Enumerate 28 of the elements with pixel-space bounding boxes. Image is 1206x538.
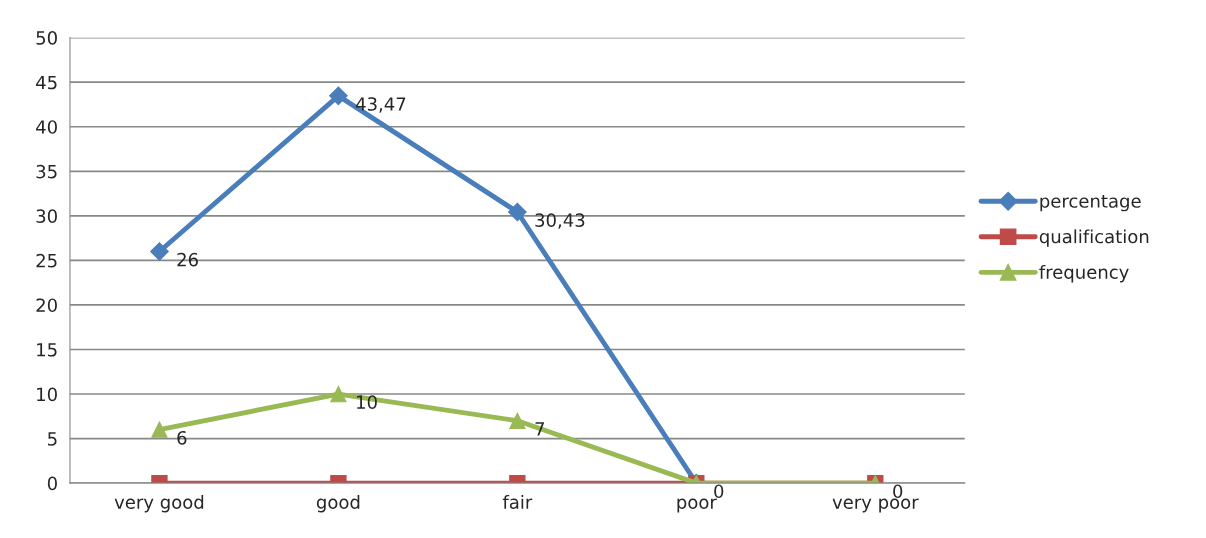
- y-tick-label: 45: [36, 75, 57, 90]
- data-label: 30,43: [535, 213, 585, 229]
- data-label: 0: [893, 484, 903, 499]
- y-tick-label: 35: [36, 164, 57, 179]
- x-tick-label: good: [316, 494, 360, 513]
- data-label: 6: [177, 430, 187, 445]
- point: [508, 202, 527, 222]
- legend-label: percentage: [1040, 194, 1141, 212]
- x-tick-label: very poor: [832, 498, 919, 513]
- y-tick-label: 15: [37, 343, 57, 357]
- y-tick-label: 40: [36, 120, 57, 134]
- y-tick-label: 50: [36, 31, 57, 45]
- point: [329, 86, 348, 106]
- data-label: 43,47: [355, 97, 406, 113]
- x-tick-label: poor: [677, 498, 717, 513]
- y-tick-label: 20: [36, 298, 57, 313]
- x-tick-label: very good: [114, 494, 204, 513]
- y-tick-label: 10: [37, 387, 57, 402]
- point: [150, 242, 169, 261]
- y-tick-label: 0: [47, 476, 57, 491]
- y-tick-label: 30: [36, 209, 57, 223]
- x-tick-label: fair: [502, 494, 533, 509]
- y-tick-label: 5: [48, 432, 57, 446]
- legend-label: qualification: [1039, 229, 1149, 247]
- data-label: 26: [177, 252, 198, 267]
- data-label: 0: [714, 484, 724, 499]
- legend-label: frequency: [1039, 264, 1129, 283]
- y-tick-label: 25: [36, 253, 57, 268]
